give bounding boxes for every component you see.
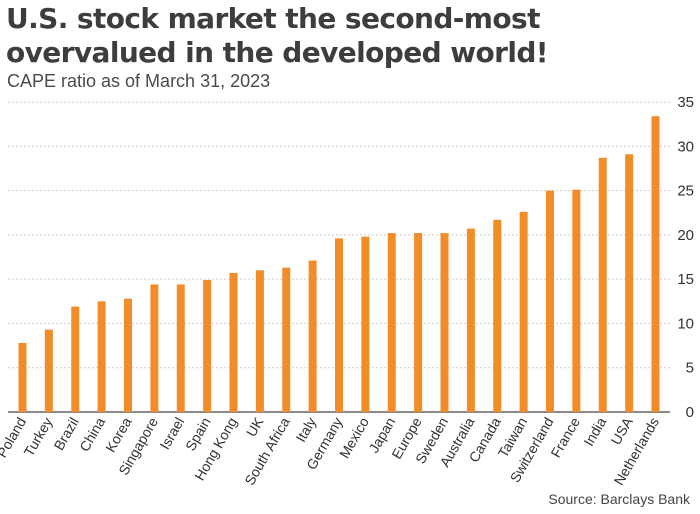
bar-south-africa: [282, 267, 291, 412]
y-tick-label: 25: [677, 183, 694, 200]
bar-india: [598, 157, 607, 412]
bar-canada: [493, 219, 502, 412]
bar-sweden: [440, 233, 449, 412]
y-axis-ticks: 0 5 10 15 20 25 30 35: [677, 94, 694, 421]
y-tick-label: 5: [686, 360, 694, 377]
source-note: Source: Barclays Bank: [548, 491, 690, 507]
bar-germany: [335, 238, 343, 412]
bar-taiwan: [519, 211, 528, 412]
chart-title: U.S. stock market the second-most overva…: [6, 2, 549, 69]
y-tick-label: 20: [677, 227, 694, 244]
bar-brazil: [71, 306, 80, 412]
bar-australia: [466, 228, 475, 412]
y-tick-label: 10: [677, 315, 694, 332]
bar-mexico: [361, 236, 370, 412]
y-tick-label: 30: [677, 138, 694, 155]
bar-poland: [18, 342, 27, 412]
bar-singapore: [150, 284, 159, 412]
bar-israel: [176, 284, 185, 412]
y-tick-label: 15: [677, 271, 694, 288]
bars: [18, 116, 660, 413]
chart-subtitle: CAPE ratio as of March 31, 2023: [7, 71, 271, 91]
bar-switzerland: [546, 190, 554, 412]
x-tick-label: Italy: [293, 415, 320, 445]
y-tick-label: 0: [686, 404, 694, 421]
y-tick-label: 35: [677, 94, 694, 111]
bar-spain: [203, 280, 212, 412]
bar-hong-kong: [229, 272, 238, 412]
bar-korea: [124, 298, 132, 412]
bar-italy: [308, 260, 317, 412]
bar-china: [97, 301, 106, 412]
bar-usa: [625, 154, 634, 412]
bar-turkey: [44, 329, 53, 412]
x-tick-label: UK: [243, 414, 267, 439]
x-tick-label: India: [580, 414, 609, 448]
bar-france: [572, 189, 581, 412]
bar-japan: [387, 233, 396, 412]
x-axis-labels: PolandTurkeyBrazilChinaKoreaSingaporeIsr…: [0, 414, 662, 488]
bar-netherlands: [651, 116, 660, 413]
bar-uk: [255, 270, 264, 412]
bar-europe: [414, 233, 423, 412]
